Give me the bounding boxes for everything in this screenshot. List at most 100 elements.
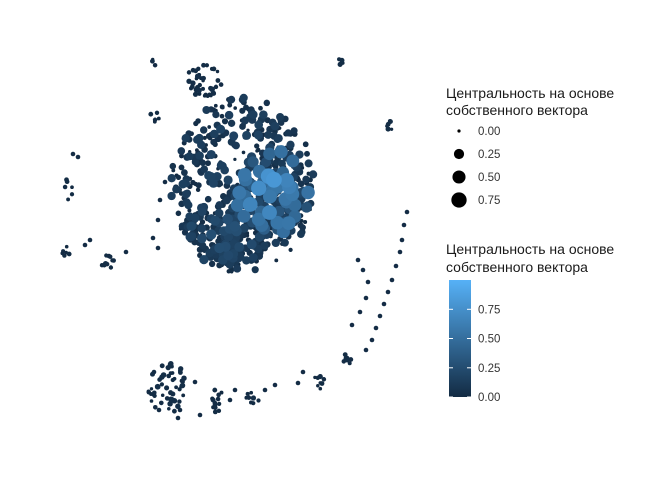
network-node (158, 400, 164, 406)
network-node (152, 62, 158, 68)
network-node (169, 396, 175, 403)
network-node (185, 152, 194, 161)
network-node (270, 215, 285, 230)
network-node (301, 185, 315, 200)
network-node (87, 237, 93, 243)
network-node (401, 222, 407, 228)
size-legend-key (452, 170, 466, 184)
size-legend-key (451, 192, 467, 208)
network-node (196, 87, 202, 94)
size-legend-key (453, 148, 465, 160)
network-node (201, 62, 206, 68)
network-node (185, 232, 195, 242)
network-node (397, 249, 403, 255)
network-node (213, 84, 219, 90)
network-node (150, 235, 156, 241)
network-node (156, 116, 161, 121)
network-node (348, 357, 354, 362)
network-node (199, 159, 206, 166)
network-node (245, 391, 250, 396)
network-node (256, 147, 261, 153)
network-node (216, 124, 226, 134)
network-node (262, 205, 277, 220)
network-node (155, 245, 161, 251)
network-node (190, 179, 196, 186)
network-node (248, 110, 258, 119)
network-node (234, 242, 245, 252)
network-node (195, 182, 202, 189)
network-node (290, 127, 298, 135)
network-node (164, 385, 170, 391)
network-node (194, 73, 201, 80)
network-node (300, 369, 306, 375)
network-node (278, 159, 286, 168)
network-node (154, 383, 161, 390)
network-node (192, 91, 199, 97)
size-legend-label: 0.75 (478, 195, 500, 207)
network-node (200, 165, 209, 174)
size-legend-label: 0.25 (478, 149, 500, 161)
network-node (247, 156, 259, 168)
network-node (224, 110, 234, 120)
network-node (172, 185, 181, 194)
network-node (317, 374, 323, 380)
network-node (153, 405, 158, 410)
network-node (179, 382, 186, 389)
network-node (272, 382, 278, 388)
network-node (246, 239, 257, 250)
network-node (202, 135, 207, 140)
network-node (212, 110, 220, 119)
network-node (237, 209, 251, 223)
network-node (360, 267, 366, 273)
network-node (227, 95, 236, 104)
network-node (256, 398, 261, 403)
network-node (175, 403, 181, 410)
network-node (201, 75, 206, 81)
network-node (159, 382, 165, 387)
network-node (251, 401, 256, 406)
network-node (62, 184, 68, 190)
network-node (304, 150, 310, 157)
network-node (263, 147, 276, 161)
network-node (254, 120, 264, 130)
network-node (276, 112, 285, 122)
network-node (286, 140, 295, 149)
size-legend-items: 0.00 0.25 0.50 0.75 (451, 126, 500, 208)
network-node (175, 174, 182, 180)
network-node (66, 251, 72, 257)
network-node (258, 105, 263, 111)
color-legend: Центральность на основе собственного век… (446, 241, 614, 404)
network-node (286, 154, 300, 168)
network-node (178, 164, 185, 171)
network-node (318, 386, 323, 391)
network-node (389, 277, 395, 283)
network-node (262, 387, 268, 393)
network-node (152, 117, 158, 123)
network-node (281, 216, 296, 230)
network-node (206, 172, 216, 182)
size-legend: Центральность на основе собственного век… (446, 85, 614, 208)
network-node (149, 387, 154, 391)
color-legend-title-line1: Центральность на основе (446, 241, 614, 257)
network-node (195, 133, 204, 143)
network-node (303, 219, 308, 225)
network-node (237, 168, 252, 182)
network-node (385, 289, 391, 295)
network-node (357, 309, 363, 315)
network-node (208, 260, 216, 268)
network-node (337, 61, 343, 67)
network-node (70, 185, 74, 190)
network-node (195, 151, 204, 160)
network-node (254, 232, 265, 242)
colorbar-tick-label: 0.75 (478, 304, 500, 316)
colorbar (449, 280, 471, 397)
network-node (179, 153, 184, 159)
network-node (108, 265, 114, 270)
network-node (197, 233, 207, 244)
network-node (219, 113, 225, 119)
network-node (199, 126, 208, 134)
network-node (363, 347, 369, 353)
network-node (210, 129, 219, 139)
network-node (399, 237, 405, 243)
